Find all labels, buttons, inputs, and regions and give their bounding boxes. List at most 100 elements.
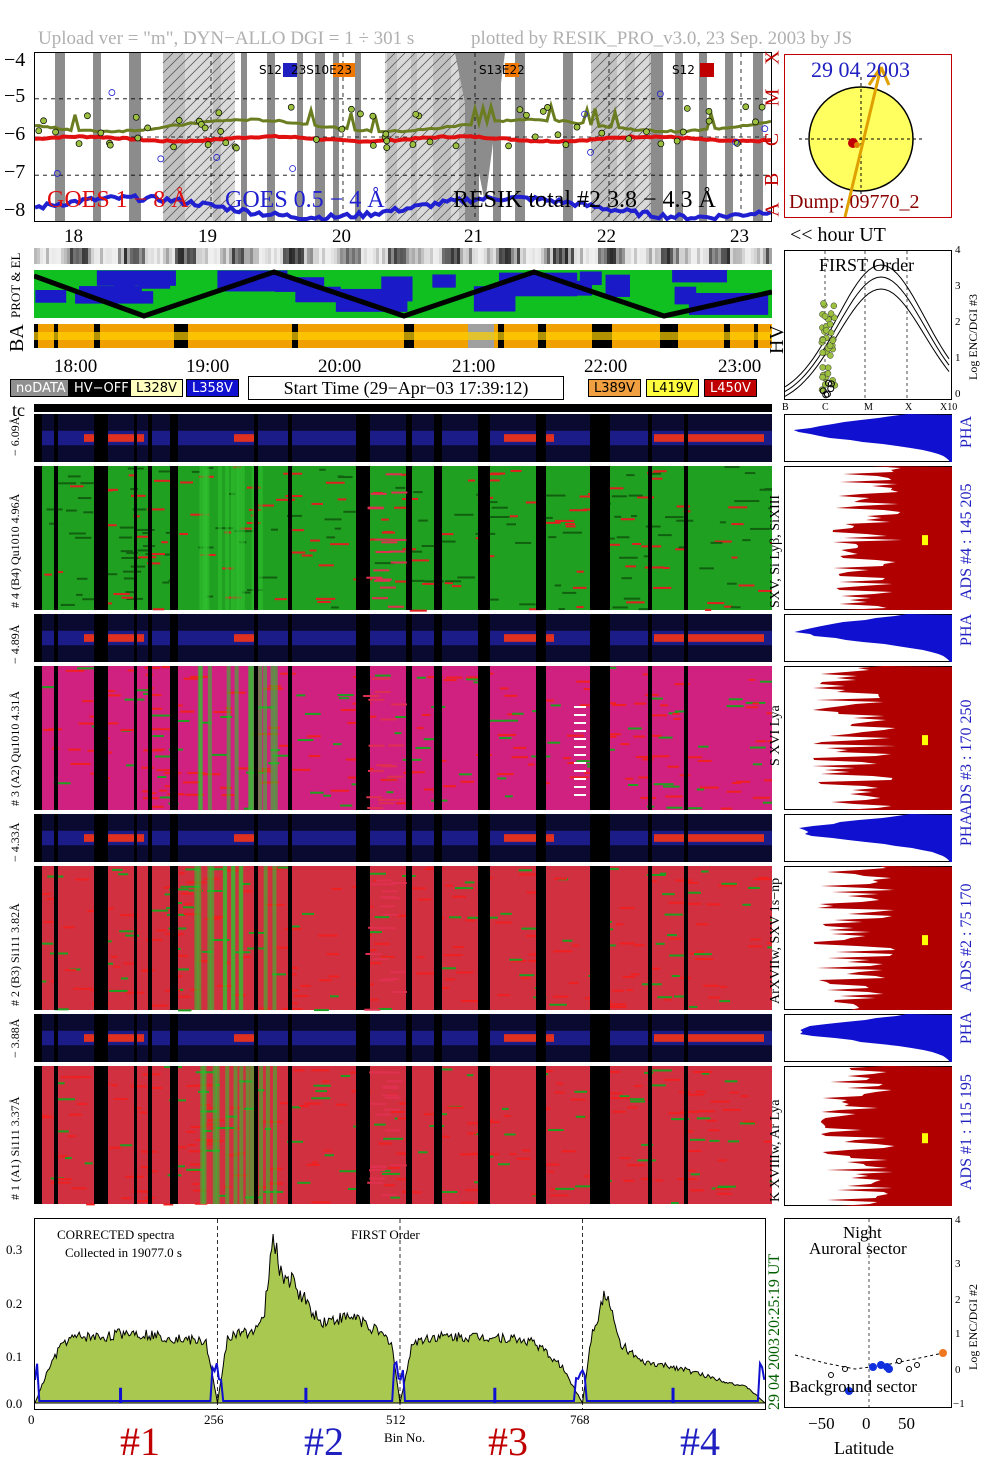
spectrogram-streak	[120, 550, 133, 553]
resik-sample-point	[562, 141, 570, 148]
spectrogram-streak	[645, 693, 659, 696]
spectrogram-gap	[254, 1066, 258, 1204]
spectrogram-streak	[328, 975, 340, 978]
spectrogram-streak	[563, 757, 572, 760]
saa-hatch	[590, 53, 612, 74]
fo-open-point	[824, 379, 832, 387]
spectrogram-gap	[170, 866, 178, 1010]
spectrogram-streak	[700, 786, 719, 789]
spectrogram-streak	[504, 795, 513, 798]
spectrogram-gap	[148, 814, 152, 862]
saa-hatch	[590, 92, 652, 154]
el-strip-cell	[151, 248, 154, 264]
spectrogram-streak	[71, 1187, 87, 1190]
spectrogram-streak	[53, 1155, 69, 1158]
spectrogram-streak	[647, 1084, 666, 1087]
spectrogram-streak	[318, 564, 334, 567]
el-strip-cell	[544, 248, 547, 264]
el-strip-cell	[115, 248, 118, 264]
spectrogram-gap	[356, 1014, 370, 1062]
spectrogram-streak	[142, 532, 150, 535]
white-marker	[574, 738, 586, 740]
goes-open-point	[53, 170, 61, 177]
el-strip-cell	[79, 248, 82, 264]
spectrogram-streak	[43, 728, 58, 731]
spectrogram-streak	[638, 776, 648, 779]
ch4-pha-wave: − 6.09Å	[8, 416, 22, 456]
spectrogram-column	[194, 866, 199, 1010]
spectrogram-streak	[421, 545, 438, 548]
time-label-2000: 20:00	[318, 356, 362, 377]
spectrogram-streak	[664, 913, 683, 916]
region-tag-1: S12	[259, 63, 282, 77]
el-strip-cell	[388, 248, 391, 264]
spectrogram-streak	[326, 953, 340, 956]
spectrogram-streak	[121, 596, 133, 599]
spectrogram-streak	[417, 1151, 428, 1154]
resik-sample-point	[523, 111, 530, 119]
lat-ytick-4: 4	[955, 1214, 961, 1226]
dump-id: Dump: 09770_2	[789, 191, 920, 213]
saa-hatch	[162, 110, 236, 184]
spectrogram-streak	[703, 984, 720, 987]
spectrogram-streak	[141, 766, 155, 769]
spectrogram-streak	[147, 508, 165, 511]
spectrogram-streak	[608, 1003, 626, 1006]
spectrogram-streak	[135, 535, 149, 538]
night-interval-23	[725, 53, 733, 221]
pha-hot-band	[234, 834, 254, 842]
fo-ytick-3: 3	[955, 280, 961, 292]
resik-legend: RESIK total #2 3.8 − 4.3 Å	[453, 187, 716, 213]
spectrogram-streak	[545, 521, 561, 524]
spectrogram-streak	[569, 509, 588, 512]
el-strip-cell	[67, 248, 70, 264]
spectrogram-streak	[297, 1181, 311, 1184]
el-strip-cell	[223, 248, 226, 264]
el-strip-cell	[337, 248, 340, 264]
spectrogram-streak	[720, 807, 733, 810]
ads-profile-1	[832, 466, 952, 610]
spectrogram-streak	[717, 1185, 736, 1188]
spectrogram-streak	[381, 1172, 401, 1175]
spectrogram-streak	[757, 876, 769, 879]
spectrogram-streak	[343, 510, 357, 513]
spectrogram-streak	[439, 1135, 450, 1138]
spectrogram-streak	[697, 759, 712, 762]
white-marker	[574, 730, 586, 732]
spectrogram-streak	[744, 472, 756, 475]
spectrogram-gap	[648, 666, 652, 810]
el-strip-cell	[127, 248, 130, 264]
saa-hatch	[590, 62, 652, 124]
spectrogram-gap	[590, 1014, 610, 1062]
spectrogram-streak	[394, 732, 402, 735]
spectrogram-streak	[289, 1106, 301, 1109]
resik-sample-point	[742, 103, 750, 111]
lat-orange-point	[939, 1349, 947, 1357]
spectrogram-streak	[637, 496, 655, 499]
spectrogram-streak	[642, 673, 651, 676]
spectrogram-streak	[306, 1163, 320, 1166]
spectrogram-streak	[156, 929, 167, 932]
el-strip-cell	[103, 248, 106, 264]
background-spectrum	[35, 1360, 765, 1402]
spectrogram-streak	[369, 872, 386, 875]
saa-hatch	[384, 53, 466, 134]
spectrogram-streak	[454, 513, 474, 516]
el-strip-cell	[478, 248, 481, 264]
spectrogram-column	[225, 466, 230, 610]
spectrogram-streak	[158, 470, 176, 473]
flare-class-x: X	[761, 50, 784, 65]
spectrogram-streak	[459, 1153, 477, 1156]
spectrogram-streak	[696, 950, 704, 953]
spectrogram-streak	[454, 887, 473, 890]
spectrogram-streak	[411, 550, 423, 553]
spectrogram-streak	[57, 1177, 72, 1180]
spectrogram-streak	[63, 926, 75, 929]
gap-fragment	[382, 913, 399, 916]
spectrogram-streak	[405, 771, 426, 774]
first-order-plot	[785, 251, 950, 399]
spectrogram-streak	[466, 676, 480, 679]
spectrogram-gap	[288, 414, 292, 462]
spectrogram-streak	[606, 1092, 623, 1095]
el-strip-cell	[214, 248, 217, 264]
